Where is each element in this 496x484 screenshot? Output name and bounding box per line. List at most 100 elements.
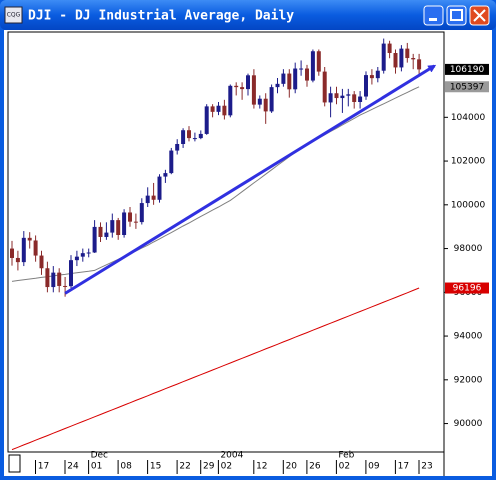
y-tick-label: 92000 — [454, 375, 483, 385]
month-label: 2004 — [220, 451, 243, 461]
x-tick-label: 29 — [203, 462, 215, 472]
candle-body — [293, 68, 298, 90]
candle-body — [169, 150, 174, 174]
candle-body — [181, 130, 186, 144]
candle-body — [210, 106, 215, 112]
trendline — [64, 64, 437, 295]
candle-body — [305, 68, 309, 81]
candle-body — [287, 73, 292, 90]
x-tick-label: 02 — [221, 462, 232, 472]
candle-body — [340, 95, 345, 99]
candle-body — [33, 240, 38, 256]
plot-area — [7, 31, 445, 453]
x-tick-label: 08 — [120, 462, 132, 472]
candle-body — [381, 43, 386, 71]
candle-body — [57, 272, 62, 286]
candle-body — [92, 226, 97, 253]
candle-body — [417, 59, 422, 70]
x-tick-label: 09 — [368, 462, 380, 472]
candle-body — [27, 237, 32, 241]
x-tick-label: 01 — [91, 462, 102, 472]
candle-body — [21, 237, 26, 263]
x-tick-label: 02 — [339, 462, 350, 472]
window-title: DJI - DJ Industrial Average, Daily — [28, 9, 294, 24]
maximize-icon — [450, 9, 463, 21]
candle-body — [39, 255, 44, 269]
y-tick-label: 104000 — [451, 113, 486, 123]
app-icon-text: CQG — [7, 12, 21, 19]
candle-body — [128, 212, 132, 222]
candle-body — [246, 75, 250, 90]
candle-body — [15, 257, 20, 263]
candle-body — [204, 106, 209, 134]
candle-body — [216, 105, 221, 112]
minimize-icon — [429, 18, 437, 21]
x-tick-label: 20 — [286, 462, 298, 472]
candle-body — [222, 105, 227, 116]
candle-body — [387, 43, 392, 53]
candle-body — [110, 220, 115, 233]
candle-body — [310, 51, 315, 81]
candle-body — [10, 248, 14, 258]
x-tick-label: 24 — [67, 462, 79, 472]
maximize-button[interactable] — [446, 5, 467, 26]
candle-body — [299, 68, 304, 70]
candle-body — [405, 48, 410, 59]
candle-body — [234, 85, 239, 88]
candle-body — [393, 53, 398, 68]
candle-body — [269, 87, 274, 112]
candle-body — [364, 75, 368, 97]
candle-body — [69, 260, 73, 287]
x-tick-label: 15 — [150, 462, 161, 472]
candle-body — [175, 144, 180, 151]
y-tick-label: 90000 — [454, 419, 483, 429]
candle-body — [139, 203, 144, 223]
minimize-button[interactable] — [423, 5, 444, 26]
month-label: Dec — [91, 451, 108, 461]
last-value-label: 105397 — [450, 82, 484, 92]
x-tick-label: 17 — [398, 462, 409, 472]
candle-body — [145, 195, 150, 204]
candle-body — [198, 133, 203, 139]
candle-body — [358, 96, 363, 102]
y-tick-label: 100000 — [451, 200, 486, 210]
candle-body — [411, 58, 416, 60]
moving-average — [11, 287, 420, 451]
candle-body — [334, 93, 339, 99]
scroll-box[interactable] — [8, 454, 21, 473]
candle-body — [251, 75, 256, 105]
candle-body — [257, 98, 262, 105]
x-tick-label: 17 — [38, 462, 49, 472]
x-tick-label: 12 — [256, 462, 267, 472]
candle-body — [281, 73, 286, 84]
y-tick-label: 94000 — [454, 332, 483, 342]
candle-body — [328, 93, 333, 103]
app-icon — [4, 6, 23, 24]
candle-body — [133, 221, 138, 223]
candle-body — [263, 98, 268, 112]
candle-body — [157, 176, 162, 200]
candle-body — [316, 51, 321, 72]
x-tick-label: 22 — [179, 462, 190, 472]
candle-body — [192, 138, 197, 140]
candle-body — [369, 75, 374, 79]
last-value-box — [445, 282, 489, 294]
candle-body — [104, 232, 109, 237]
x-tick-label: 26 — [309, 462, 321, 472]
y-tick-label: 102000 — [451, 157, 486, 167]
x-tick-label: 23 — [421, 462, 432, 472]
candle-body — [116, 220, 121, 235]
month-label: Feb — [338, 451, 354, 461]
candle-body — [74, 256, 79, 261]
candle-body — [275, 83, 280, 88]
last-value-box — [445, 81, 489, 93]
candle-body — [240, 87, 245, 90]
candle-body — [399, 48, 404, 68]
candle-body — [322, 71, 327, 103]
candle-body — [352, 94, 357, 102]
title-bar — [0, 0, 496, 30]
candle-body — [63, 285, 68, 287]
moving-average — [11, 86, 420, 282]
close-icon — [473, 9, 486, 22]
window-buttons[interactable] — [423, 5, 490, 26]
